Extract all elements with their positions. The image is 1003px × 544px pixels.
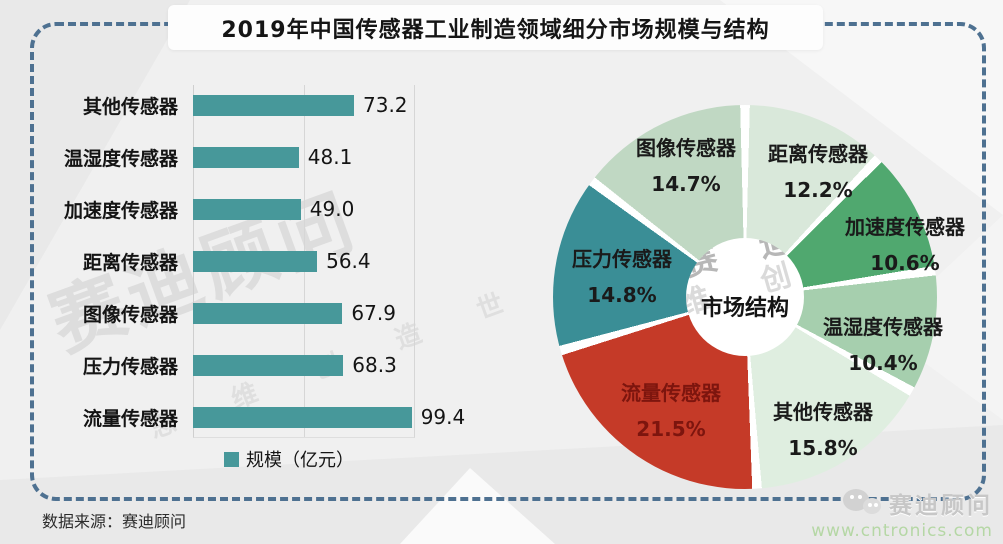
brand-name: 赛迪顾问	[889, 493, 993, 519]
wechat-bubbles-icon	[843, 487, 885, 519]
pie-slice-name: 温湿度传感器	[823, 315, 943, 339]
pie-center-title: 市场结构	[700, 296, 790, 322]
bar-value-label: 99.4	[420, 405, 466, 429]
pie-slice-percent: 10.6%	[870, 251, 940, 275]
pie-slice-name: 图像传感器	[636, 136, 736, 160]
legend-label: 规模（亿元）	[246, 450, 354, 471]
pie-slice-label: 图像传感器 14.7%	[636, 130, 736, 202]
pie-slice-label: 距离传感器 12.2%	[768, 136, 868, 208]
pie-center-hole: 赛 迪 维 创 市场结构	[686, 238, 804, 356]
site-url: www.cntronics.com	[811, 521, 993, 541]
bar-category-label: 距离传感器	[82, 251, 178, 274]
bar-category-label: 图像传感器	[82, 303, 178, 326]
bar-rect	[193, 94, 354, 116]
data-source-note: 数据来源：赛迪顾问	[42, 512, 187, 531]
pie-slice-name: 流量传感器	[621, 381, 721, 405]
bar-value-label: 48.1	[307, 145, 353, 169]
pie-slice-percent: 10.4%	[848, 351, 918, 375]
bar-row: 压力传感器 68.3	[40, 339, 465, 391]
pie-slice-name: 距离传感器	[768, 142, 868, 166]
bar-row: 温湿度传感器 48.1	[40, 131, 465, 183]
bar-value-label: 73.2	[363, 93, 408, 117]
bar-rect	[193, 354, 344, 376]
bar-chart: 其他传感器 73.2 温湿度传感器 48.1 加速度传感器 49.0 距离传感器 56.4 图像…	[40, 79, 465, 443]
pie-slice-percent: 21.5%	[636, 417, 706, 441]
bar-category-label: 温湿度传感器	[63, 147, 178, 170]
pie-slice-label: 加速度传感器 10.6%	[845, 209, 965, 281]
bar-category-label: 加速度传感器	[63, 199, 178, 222]
bar-rect	[193, 198, 301, 220]
pie-slice-percent: 15.8%	[788, 436, 858, 460]
bar-row: 加速度传感器 49.0	[40, 183, 465, 235]
bar-row: 其他传感器 73.2	[40, 79, 465, 131]
bar-category-label: 其他传感器	[82, 95, 178, 118]
bar-category-label: 压力传感器	[82, 355, 178, 378]
pie-slice-percent: 12.2%	[783, 178, 853, 202]
bar-value-label: 67.9	[351, 301, 396, 325]
bar-rect	[193, 406, 412, 428]
bar-chart-legend: 规模（亿元）	[224, 446, 354, 472]
bar-row: 图像传感器 67.9	[40, 287, 465, 339]
pie-slice-name: 压力传感器	[572, 247, 672, 271]
bar-rect	[193, 302, 343, 324]
bar-rect	[193, 146, 299, 168]
site-logo: 赛迪顾问 www.cntronics.com	[811, 486, 993, 541]
pie-slice-label: 温湿度传感器 10.4%	[823, 309, 943, 381]
bar-category-label: 流量传感器	[82, 407, 178, 430]
bar-value-label: 68.3	[352, 353, 397, 377]
bar-value-label: 49.0	[309, 197, 355, 221]
bar-value-label: 56.4	[326, 249, 371, 273]
bar-row: 流量传感器 99.4	[40, 391, 465, 443]
pie-slice-name: 其他传感器	[773, 400, 873, 424]
pie-slice-label: 压力传感器 14.8%	[572, 241, 672, 313]
pie-slice-label: 流量传感器 21.5%	[621, 375, 721, 447]
pie-chart: 赛 迪 维 创 市场结构 距离传感器 12.2% 加速度传感器 10.6% 温湿度传感器…	[553, 105, 965, 489]
bar-row: 距离传感器 56.4	[40, 235, 465, 287]
pie-slice-label: 其他传感器 15.8%	[773, 394, 873, 466]
bar-rect	[193, 250, 318, 272]
page-title: 2019年中国传感器工业制造领域细分市场规模与结构	[221, 17, 770, 43]
title-band: 2019年中国传感器工业制造领域细分市场规模与结构	[168, 5, 823, 50]
pie-slice-percent: 14.8%	[587, 283, 657, 307]
legend-swatch	[224, 451, 239, 467]
pie-slice-percent: 14.7%	[651, 172, 721, 196]
pie-slice-name: 加速度传感器	[845, 215, 965, 239]
